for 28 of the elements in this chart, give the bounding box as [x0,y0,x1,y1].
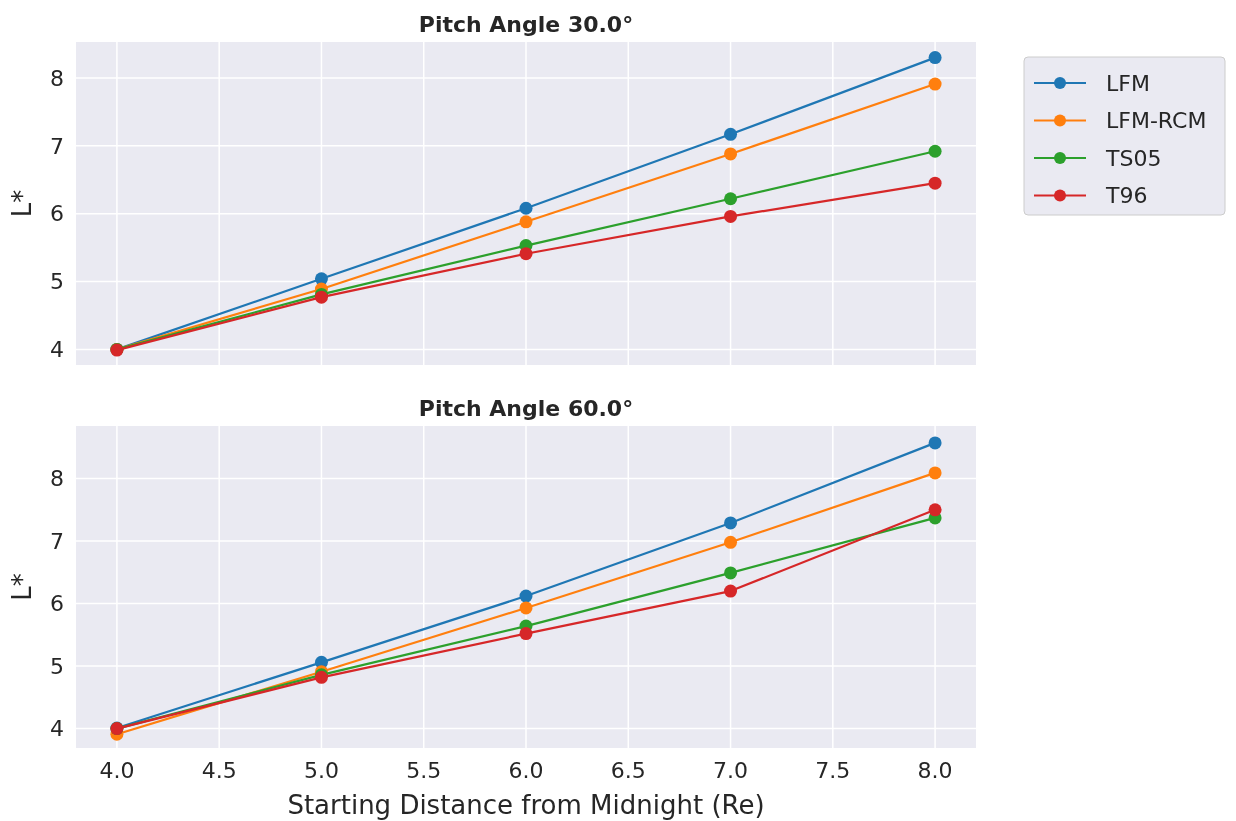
chart-title: Pitch Angle 60.0° [418,396,634,421]
chart-title: Pitch Angle 30.0° [418,12,634,37]
x-tick-label: 6.0 [508,758,544,783]
x-tick-label: 7.0 [713,758,749,783]
x-tick-label: 8.0 [917,758,953,783]
y-axis-title: L* [7,573,37,601]
y-tick-label: 8 [50,65,64,91]
legend-label: T96 [1105,183,1148,209]
y-tick-label: 5 [50,269,64,295]
x-tick-label: 4.5 [201,758,237,783]
x-axis-title: Starting Distance from Midnight (Re) [287,790,765,820]
y-axis-title: L* [7,189,37,218]
x-tick-label: 4.0 [99,758,135,783]
y-tick-label: 6 [50,591,64,617]
x-tick-label: 5.5 [406,758,442,783]
legend-label: TS05 [1105,145,1162,171]
y-tick-label: 4 [50,337,64,363]
x-tick-label: 6.5 [610,758,646,783]
y-tick-label: 8 [50,466,64,492]
y-tick-label: 7 [50,133,64,159]
y-tick-label: 5 [50,653,64,679]
y-tick-label: 6 [50,201,64,227]
legend-label: LFM-RCM [1106,108,1207,134]
legend-label: LFM [1106,70,1150,96]
y-tick-label: 7 [50,528,64,554]
x-tick-label: 5.0 [303,758,339,783]
y-tick-label: 4 [50,716,64,742]
x-tick-label: 7.5 [815,758,851,783]
